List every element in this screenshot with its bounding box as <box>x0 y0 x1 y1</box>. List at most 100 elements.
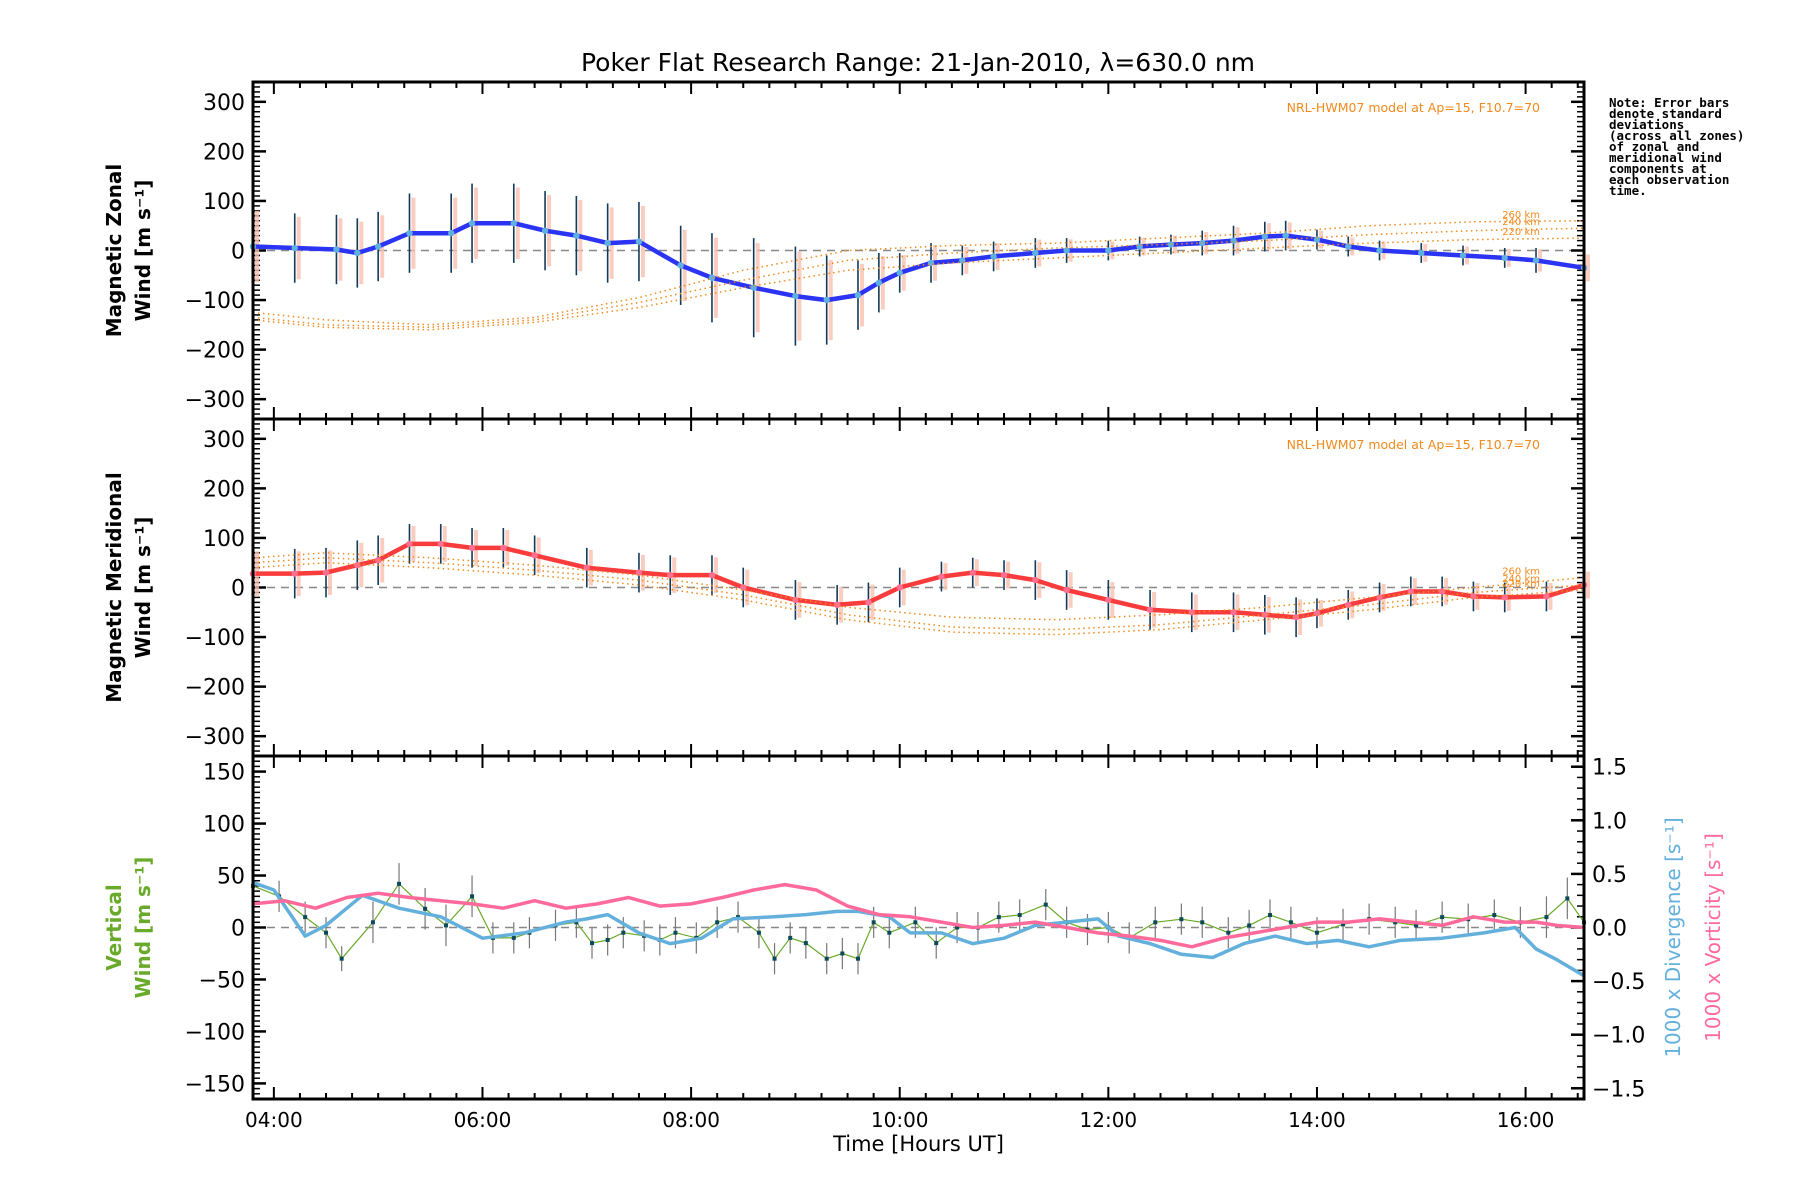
data-point <box>1200 920 1205 925</box>
data-point <box>1105 596 1112 604</box>
y-tick-label: 0 <box>231 577 245 602</box>
data-point <box>604 239 611 247</box>
data-point <box>715 920 720 925</box>
data-point <box>896 584 903 591</box>
data-point <box>1292 614 1300 621</box>
data-point <box>423 906 428 911</box>
data-point <box>708 274 716 281</box>
data-point <box>1226 930 1231 935</box>
data-point <box>468 544 476 552</box>
y-tick-label: −200 <box>185 339 245 364</box>
data-point <box>1414 923 1419 928</box>
data-point <box>865 599 872 606</box>
data-point <box>635 569 643 576</box>
data-point <box>1565 896 1570 901</box>
data-point <box>934 941 939 946</box>
data-point <box>1376 247 1383 254</box>
series-line-1000-x-vorticity <box>252 882 1585 949</box>
data-point <box>511 935 516 940</box>
data-point <box>1063 247 1070 254</box>
data-point <box>1261 233 1269 240</box>
y-tick-label: 50 <box>217 865 245 890</box>
data-point <box>1268 913 1273 918</box>
data-point <box>1032 576 1039 584</box>
data-point <box>1501 254 1508 262</box>
data-point <box>621 930 626 935</box>
model-altitude-label: 260 km <box>1502 567 1540 578</box>
y-tick-label: −100 <box>185 289 245 314</box>
model-curve-hwm07-220-km <box>252 561 1585 636</box>
model-altitude-label: 260 km <box>1502 210 1540 221</box>
y2-tick-label: −1.5 <box>1592 1077 1645 1102</box>
data-point <box>322 569 330 576</box>
y-axis-label: Wind [m s⁻¹] <box>131 180 155 322</box>
data-point <box>792 596 799 604</box>
data-point <box>470 894 475 899</box>
data-point <box>374 243 382 250</box>
y-tick-label: −100 <box>185 1020 245 1045</box>
data-point <box>1105 247 1112 254</box>
data-point <box>510 220 517 227</box>
data-point <box>1167 241 1175 248</box>
data-point <box>406 540 413 548</box>
data-point <box>1440 915 1445 920</box>
y-tick-label: 0 <box>231 917 245 942</box>
y-tick-label: 100 <box>203 813 245 838</box>
x-tick-label: 08:00 <box>662 1108 720 1132</box>
data-point <box>397 881 402 886</box>
data-point <box>1345 601 1352 609</box>
data-point <box>871 920 876 925</box>
data-point <box>1000 571 1008 579</box>
y-tick-label: −200 <box>185 676 245 701</box>
data-point <box>772 956 777 961</box>
x-tick-label: 14:00 <box>1288 1108 1346 1132</box>
panel-zonal: 300 200 100 0 −100 −200 −300 Magnetic Zonal Wind… <box>102 80 1590 421</box>
data-point <box>803 941 808 946</box>
data-point <box>788 935 793 940</box>
model-label: NRL-HWM07 model at Ap=15, F10.7=70 <box>1287 100 1540 115</box>
y2-tick-label: 1.0 <box>1592 809 1627 834</box>
data-point <box>1288 920 1293 925</box>
data-point <box>1261 611 1269 618</box>
x-tick-label: 04:00 <box>245 1108 303 1132</box>
data-point <box>792 292 799 300</box>
data-point <box>1153 920 1158 925</box>
zone-error-band <box>1586 254 1590 282</box>
data-point <box>1544 915 1549 920</box>
data-point <box>1247 923 1252 928</box>
x-axis-label: Time [Hours UT] <box>832 1132 1004 1156</box>
model-curve-hwm07-220-km <box>252 237 1585 331</box>
data-point <box>1376 594 1383 601</box>
y-tick-label: −300 <box>185 725 245 750</box>
data-point <box>677 262 684 269</box>
data-point <box>605 937 610 942</box>
y-tick-label: 100 <box>203 527 245 552</box>
data-point <box>354 249 361 257</box>
model-altitude-label: 220 km <box>1502 579 1540 590</box>
data-point <box>468 220 476 227</box>
y-axis-label: Magnetic Zonal <box>102 164 126 338</box>
data-point <box>750 284 757 291</box>
data-point <box>1543 593 1550 600</box>
y2-tick-label: 0.5 <box>1592 863 1627 888</box>
data-point <box>913 920 918 925</box>
y-tick-label: 200 <box>203 140 245 165</box>
data-point <box>854 291 862 299</box>
data-point <box>823 296 830 304</box>
data-point <box>938 573 945 580</box>
y-tick-label: 150 <box>203 761 245 786</box>
data-point <box>1393 920 1398 925</box>
data-point <box>303 915 308 920</box>
data-point <box>833 601 841 609</box>
x-tick-label: 10:00 <box>871 1108 929 1132</box>
panel-frame <box>251 754 1586 1101</box>
data-point <box>1230 609 1237 616</box>
data-point <box>291 244 298 252</box>
y-tick-label: −50 <box>199 968 245 993</box>
data-point <box>1470 593 1477 600</box>
model-altitude-label: 240 km <box>1502 574 1540 585</box>
y-tick-label: 300 <box>203 428 245 453</box>
data-point <box>1313 610 1321 617</box>
model-altitude-label: 220 km <box>1502 227 1540 238</box>
data-point <box>959 257 966 264</box>
